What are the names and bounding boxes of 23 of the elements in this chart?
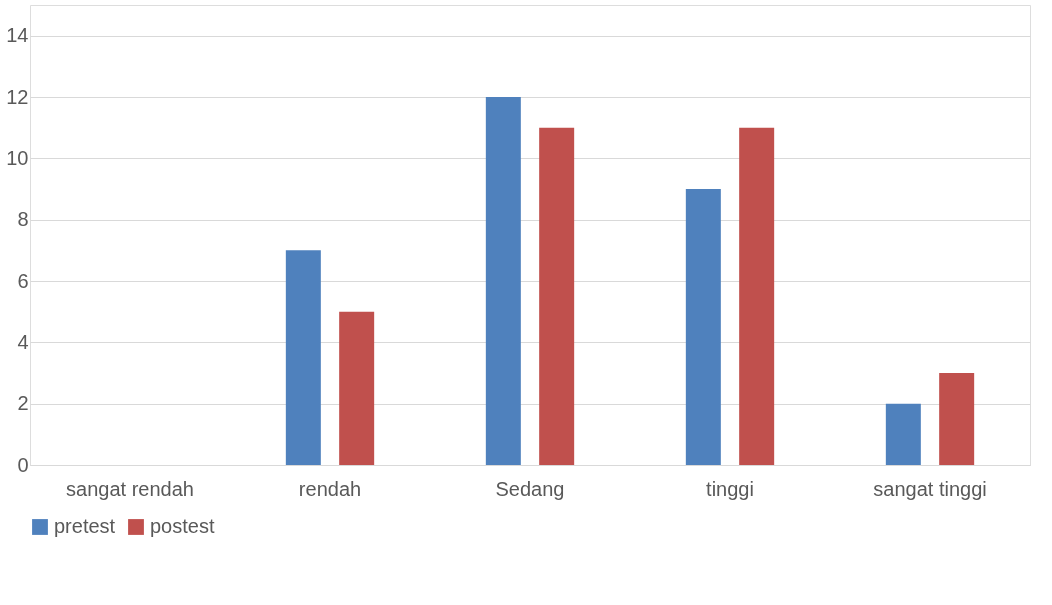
y-tick-label: 10 [6, 146, 29, 169]
bar [739, 127, 775, 465]
y-tick-label: 2 [17, 392, 29, 415]
y-tick-label: 8 [17, 208, 29, 231]
bar [539, 127, 575, 465]
bar [485, 97, 521, 465]
y-tick-label: 14 [6, 24, 29, 47]
y-tick-label: 0 [17, 453, 29, 476]
legend-label: pretest [54, 515, 116, 537]
bar [885, 403, 921, 465]
x-tick-label: Sedang [495, 477, 565, 500]
bar [939, 373, 975, 465]
bar [339, 311, 375, 465]
y-tick-label: 12 [6, 85, 29, 108]
x-tick-label: tinggi [706, 477, 754, 500]
bar [285, 250, 321, 465]
y-tick-label: 4 [17, 330, 29, 353]
bar [685, 189, 721, 465]
x-tick-label: sangat rendah [66, 477, 194, 500]
legend-label: postest [150, 515, 215, 537]
y-tick-label: 6 [17, 269, 29, 292]
x-tick-label: rendah [298, 477, 362, 500]
x-tick-label: sangat tinggi [873, 477, 987, 500]
